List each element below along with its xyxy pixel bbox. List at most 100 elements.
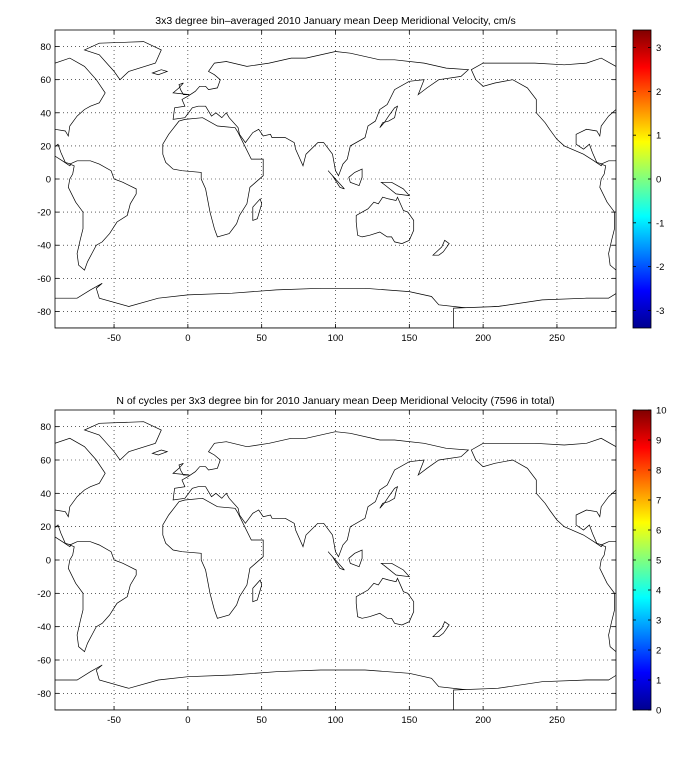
y-tick-label: -20 [37,208,51,219]
y-tick-label: 40 [40,108,51,119]
x-tick-label: -50 [107,333,121,344]
x-tick-label: 100 [328,715,344,726]
coastline [348,549,363,568]
x-tick-label: 250 [549,333,565,344]
x-tick-label: 200 [475,715,491,726]
y-tick-label: 80 [40,42,51,53]
colorbar-tick-label: 8 [656,466,661,477]
coastline [470,437,616,548]
colorbar-tick-label: 9 [656,436,661,447]
y-tick-label: -80 [37,689,51,700]
x-tick-label: 200 [475,333,491,344]
y-tick-label: 20 [40,141,51,152]
ticks: -50 0 50 100 150 200 250 -80 -60 -40 -20 0 20 40 60 80 [37,410,616,726]
chart-title: N of cycles per 3x3 degree bin for 2010 … [116,395,554,407]
coastline [379,105,399,128]
coastline [599,160,616,271]
coastline [151,449,169,456]
coastline [684,450,696,455]
colorbar: -3 -2 -1 0 1 2 3 [632,29,664,329]
y-tick-label: 40 [40,489,51,500]
velocity-map-panel: 3x3 degree bin–averaged 2010 January mea… [37,15,696,344]
coastline [327,551,345,571]
x-tick-label: 100 [328,333,344,344]
coastline [172,51,470,177]
coastline [172,462,190,476]
y-tick-label: -40 [37,622,51,633]
coastlines [55,41,696,328]
colorbar-tick-label: 3 [656,43,661,54]
coastline [599,541,616,653]
y-tick-label: 0 [46,175,51,186]
y-tick-label: -80 [37,307,51,318]
y-tick-label: 20 [40,522,51,533]
coastline [83,41,162,81]
x-tick-label: 50 [256,715,267,726]
x-tick-label: -50 [107,715,121,726]
x-tick-label: 150 [401,333,417,344]
coastline [453,674,616,710]
coastline [380,562,411,578]
colorbar-tick-label: 0 [656,706,661,717]
colorbar-tick-label: 1 [656,131,661,142]
colorbar-tick-label: -3 [656,306,664,317]
colorbar-tick-label: 6 [656,526,661,537]
cycles-count-map-panel: N of cycles per 3x3 degree bin for 2010 … [37,395,696,726]
y-tick-label: -60 [37,274,51,285]
coastline [172,431,470,558]
coastline [327,170,345,190]
x-tick-label: 150 [401,715,417,726]
colorbar-tick-label: 1 [656,676,661,687]
colorbar: 0 1 2 3 4 5 6 7 8 9 10 [632,406,667,717]
coastline [252,579,263,603]
coastline [684,70,696,75]
coastline [252,198,263,221]
colorbar-tick-label: 3 [656,616,661,627]
x-tick-label: 50 [256,333,267,344]
colorbar-tick-label: 0 [656,175,661,186]
y-tick-label: 80 [40,422,51,433]
map-layer [55,41,696,328]
coastline [453,293,616,328]
grid [55,30,616,328]
colorbar-tick-label: 2 [656,646,661,657]
y-tick-label: 60 [40,456,51,467]
coastline [470,57,616,167]
coastline [151,69,169,76]
coastline [432,621,450,638]
coastline [67,160,137,271]
colorbar-tick-label: -2 [656,262,664,273]
y-tick-label: -20 [37,589,51,600]
colorbar-tick-label: 7 [656,496,661,507]
ticks: -50 0 50 100 150 200 250 -80 -60 -40 -20 0 20 40 60 80 [37,30,616,344]
coastlines [55,421,696,710]
coastline [348,168,363,187]
coastline [162,497,264,619]
y-tick-label: -40 [37,241,51,252]
coastline [615,49,616,51]
coastline [172,82,190,95]
colorbar-tick-label: 4 [656,586,661,597]
colorbar-tick-label: 2 [656,87,661,98]
coastline [432,239,450,256]
x-tick-label: 0 [185,715,190,726]
x-tick-label: 250 [549,715,565,726]
coastline [83,421,162,461]
coastline [67,541,137,653]
coastline [55,57,106,167]
colorbar-tick-label: 5 [656,556,661,567]
coastline [379,485,399,509]
coastline [380,181,411,197]
coastline [162,117,264,238]
coastline [615,429,616,431]
map-layer [55,421,696,710]
chart-title: 3x3 degree bin–averaged 2010 January mea… [155,15,516,27]
grid [55,410,616,710]
coastline [55,437,106,548]
x-tick-label: 0 [185,333,190,344]
colorbar-tick-label: -1 [656,218,664,229]
y-tick-label: 0 [46,556,51,567]
y-tick-label: 60 [40,75,51,86]
